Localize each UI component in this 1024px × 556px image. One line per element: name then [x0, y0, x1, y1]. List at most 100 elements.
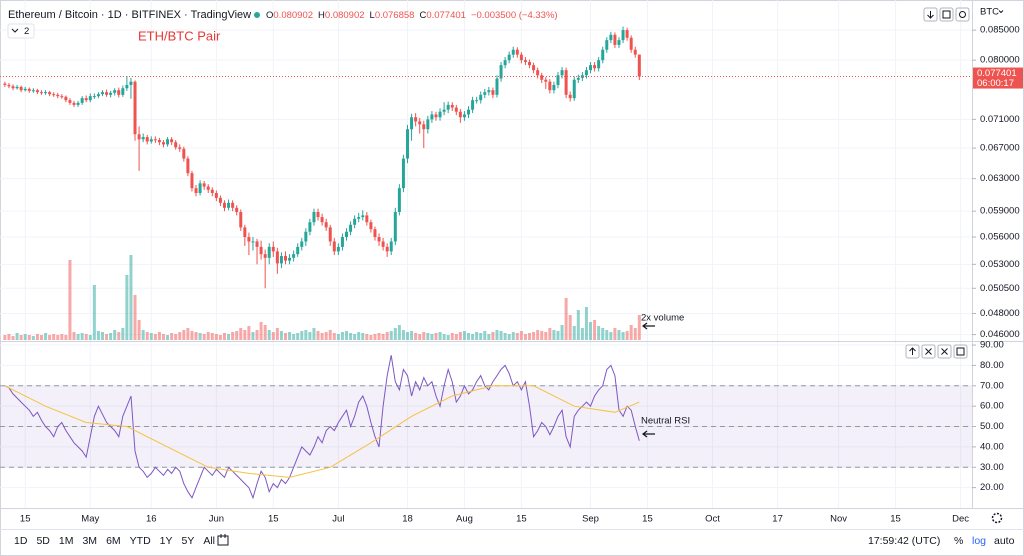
range-button[interactable]: 1Y — [160, 535, 173, 547]
candle-body — [483, 92, 487, 95]
candle-body — [76, 102, 80, 105]
percent-toggle[interactable]: % — [954, 535, 963, 547]
candle-body — [283, 255, 287, 261]
y-tick-label: 90.00 — [980, 340, 1004, 351]
range-button[interactable]: 1M — [59, 535, 74, 547]
candle-body — [27, 88, 31, 91]
candle-body — [633, 49, 637, 55]
y-tick-label: 0.063000 — [980, 173, 1020, 184]
volume-bar — [283, 333, 287, 340]
candle-body — [385, 246, 389, 252]
maximize-button[interactable] — [939, 7, 954, 22]
volume-bar — [31, 336, 35, 340]
x-tick-label: Jun — [209, 514, 224, 525]
range-button[interactable]: All — [203, 535, 215, 547]
candle-body — [450, 104, 454, 108]
candle-body — [210, 189, 214, 194]
volume-bar — [263, 325, 267, 340]
volume-bar — [454, 334, 458, 340]
volume-bar — [613, 328, 617, 340]
volume-bar — [23, 334, 27, 340]
volume-bar — [336, 334, 340, 340]
candle-body — [401, 158, 405, 189]
move-down-button[interactable] — [923, 7, 938, 22]
volume-bar — [523, 334, 527, 340]
volume-bar — [406, 332, 410, 340]
volume-bar — [316, 331, 320, 340]
range-button[interactable]: 3M — [82, 535, 97, 547]
volume-bar — [186, 328, 190, 340]
x-tick-label: 15 — [642, 514, 653, 525]
volume-bar — [495, 330, 499, 340]
volume-bar — [210, 333, 214, 340]
date-range-icon[interactable] — [217, 534, 229, 546]
candle-body — [11, 86, 15, 89]
candle-body — [182, 148, 186, 159]
candle-body — [31, 90, 35, 92]
volume-bar — [345, 331, 349, 340]
range-button[interactable]: 1D — [14, 535, 28, 547]
candle-body — [222, 202, 226, 208]
currency-label[interactable]: BTC — [980, 7, 999, 18]
refresh-icon — [959, 11, 966, 18]
indicator-toggle[interactable] — [7, 23, 35, 39]
volume-bar — [609, 332, 613, 340]
y-tick-label: 0.085000 — [980, 25, 1020, 36]
x-tick-label: 15 — [20, 514, 31, 525]
volume-bar — [288, 332, 292, 340]
volume-bar — [479, 333, 483, 340]
candle-body — [467, 109, 471, 115]
volume-bar — [105, 334, 109, 340]
volume-bar — [576, 310, 580, 340]
candle-body — [528, 62, 532, 66]
maximize-button[interactable] — [953, 344, 968, 359]
close-button[interactable] — [921, 344, 936, 359]
rsi-line — [4, 355, 640, 500]
last-price-box — [973, 67, 1023, 89]
volume-bar — [637, 315, 641, 340]
settings-icon[interactable] — [991, 512, 1003, 524]
candle-body — [153, 139, 157, 141]
candle-body — [316, 211, 320, 218]
volume-annotation: 2x volume — [641, 313, 684, 324]
volume-bar — [584, 307, 588, 340]
volume-bar — [137, 320, 141, 340]
candle-body — [105, 92, 109, 95]
candle-body — [422, 124, 426, 130]
candle-body — [621, 30, 625, 41]
candle-body — [475, 100, 479, 102]
candle-body — [23, 88, 27, 91]
move-up-button[interactable] — [905, 344, 920, 359]
ohlc-key: C — [419, 10, 426, 21]
candle-body — [495, 78, 499, 95]
candle-body — [227, 202, 231, 208]
candle-body — [231, 202, 235, 208]
volume-bar — [438, 332, 442, 340]
volume-bar — [279, 331, 283, 340]
annotation-arrow — [642, 430, 655, 438]
candle-body — [19, 86, 23, 91]
settings-button[interactable] — [955, 7, 970, 22]
range-button[interactable]: 6M — [106, 535, 121, 547]
range-button[interactable]: 5Y — [182, 535, 195, 547]
volume-bar — [519, 331, 523, 340]
candle-body — [617, 40, 621, 45]
volume-bar — [7, 334, 11, 340]
candle-body — [523, 60, 527, 63]
candle-body — [548, 81, 552, 91]
auto-toggle[interactable]: auto — [994, 535, 1015, 547]
range-button[interactable]: YTD — [130, 535, 151, 547]
volume-bar — [324, 332, 328, 340]
volume-bar — [125, 275, 129, 340]
y-tick-label: 0.046000 — [980, 329, 1020, 340]
candle-body — [190, 173, 194, 189]
volume-bar — [96, 331, 100, 340]
range-button[interactable]: 5D — [36, 535, 50, 547]
collapse-button[interactable] — [937, 344, 952, 359]
volume-bar — [145, 332, 149, 340]
candle-body — [44, 92, 48, 94]
log-toggle[interactable]: log — [972, 535, 986, 547]
volume-bar — [369, 335, 373, 340]
candle-body — [48, 92, 52, 95]
volume-bar — [300, 331, 304, 340]
